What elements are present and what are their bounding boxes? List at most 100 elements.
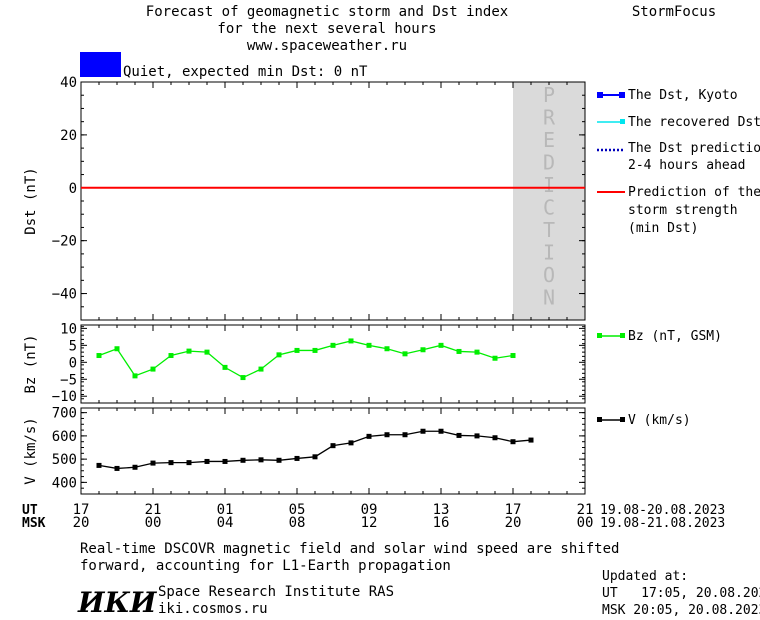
msk-tick-label: 20	[505, 515, 522, 531]
data-point-bz	[402, 351, 408, 357]
data-point-v	[474, 433, 480, 439]
msk-tick-label: 16	[433, 515, 450, 531]
data-point-v	[384, 432, 390, 438]
updated-msk: MSK 20:05, 20.08.2023	[602, 603, 760, 618]
legend-mindst-text-2: storm strength	[628, 203, 738, 218]
ut-label: UT	[22, 503, 38, 518]
prediction-letter: O	[543, 263, 555, 287]
data-point-bz	[258, 366, 264, 372]
data-point-v	[96, 462, 102, 468]
data-point-bz	[510, 353, 516, 359]
dst-panel-frame	[80, 81, 586, 321]
prediction-letter: T	[543, 218, 555, 242]
y-tick-label: 700	[52, 406, 77, 422]
data-point-v	[150, 460, 156, 466]
footer-note-1: Real-time DSCOVR magnetic field and sola…	[80, 541, 619, 557]
y-tick-label: 0	[69, 355, 77, 371]
title-line-1: Forecast of geomagnetic storm and Dst in…	[146, 4, 508, 20]
legend: The Dst, Kyoto The recovered Dst The Dst…	[597, 88, 760, 428]
legend-bz-marker	[597, 333, 602, 338]
data-point-v	[132, 464, 138, 470]
data-point-v	[420, 428, 426, 434]
legend-bz-text: Bz (nT, GSM)	[628, 329, 722, 344]
data-point-v	[312, 454, 318, 460]
data-point-v	[114, 465, 120, 471]
legend-kyoto-marker	[597, 92, 603, 98]
data-point-v	[456, 432, 462, 438]
legend-bz-marker-end	[620, 333, 625, 338]
prediction-letter: E	[543, 128, 555, 152]
data-point-v	[294, 455, 300, 461]
msk-tick-label: 00	[145, 515, 162, 531]
data-point-bz	[168, 353, 174, 359]
data-point-v	[222, 458, 228, 464]
data-point-bz	[474, 349, 480, 355]
legend-recovered-text: The recovered Dst	[628, 115, 760, 130]
series-layer	[81, 186, 585, 471]
legend-prediction-text-1: The Dst prediction	[628, 141, 760, 156]
data-point-v	[330, 443, 336, 449]
data-point-bz	[186, 348, 192, 354]
y-tick-label: 400	[52, 475, 77, 491]
data-point-bz	[132, 373, 138, 379]
legend-kyoto-marker-end	[619, 92, 625, 98]
msk-tick-label: 04	[217, 515, 234, 531]
legend-mindst-text-3: (min Dst)	[628, 221, 698, 236]
y-tick-label: 5	[69, 338, 77, 354]
y-tick-label: 40	[60, 75, 77, 91]
legend-kyoto-text: The Dst, Kyoto	[628, 88, 738, 103]
institute-name: Space Research Institute RAS	[158, 584, 394, 600]
prediction-letter: P	[543, 83, 555, 107]
bz-axis-label: Bz (nT)	[23, 334, 39, 393]
data-point-v	[258, 457, 264, 463]
title-line-3: www.spaceweather.ru	[247, 38, 407, 54]
ut-tick-label: 05	[289, 502, 306, 518]
status-text: Quiet, expected min Dst: 0 nT	[123, 64, 368, 80]
data-point-bz	[276, 352, 282, 358]
y-tick-label: 10	[60, 321, 77, 337]
legend-v-marker	[597, 417, 602, 422]
prediction-letter: I	[543, 241, 555, 265]
data-point-v	[204, 458, 210, 464]
prediction-band	[513, 82, 585, 320]
prediction-letter: I	[543, 173, 555, 197]
iki-logo: ИКИ	[77, 586, 158, 619]
data-point-bz	[150, 366, 156, 372]
data-point-bz	[240, 375, 246, 381]
institute-site: iki.cosmos.ru	[158, 601, 268, 617]
footer-note-2: forward, accounting for L1-Earth propaga…	[80, 558, 451, 574]
data-point-v	[240, 457, 246, 463]
data-point-bz	[96, 353, 102, 359]
updated-ut: UT 17:05, 20.08.2023	[602, 586, 760, 601]
prediction-letter: R	[543, 106, 556, 130]
y-tick-label: 20	[60, 128, 77, 144]
prediction-letter: N	[543, 286, 555, 310]
ut-tick-label: 17	[505, 502, 522, 518]
legend-v-text: V (km/s)	[628, 413, 691, 428]
legend-recovered-marker	[620, 119, 625, 124]
v-axis-label: V (km/s)	[23, 417, 39, 484]
ut-tick-label: 09	[361, 502, 378, 518]
legend-prediction-text-2: 2-4 hours ahead	[628, 158, 745, 173]
data-point-bz	[366, 342, 372, 348]
y-tick-label: −5	[60, 372, 77, 388]
y-tick-label: 600	[52, 429, 77, 445]
prediction-letter: C	[543, 196, 555, 220]
data-point-v	[402, 432, 408, 438]
ut-tick-label: 01	[217, 502, 234, 518]
data-point-bz	[384, 346, 390, 352]
msk-date-range: 19.08-21.08.2023	[600, 516, 725, 531]
y-tick-label: −20	[52, 234, 77, 250]
data-point-v	[366, 433, 372, 439]
status-color-box	[80, 52, 121, 77]
data-point-bz	[330, 342, 336, 348]
y-tick-label: 0	[69, 181, 77, 197]
updated-label: Updated at:	[602, 569, 688, 584]
series-line-v	[98, 430, 532, 470]
data-point-bz	[222, 364, 228, 370]
data-point-v	[348, 440, 354, 446]
